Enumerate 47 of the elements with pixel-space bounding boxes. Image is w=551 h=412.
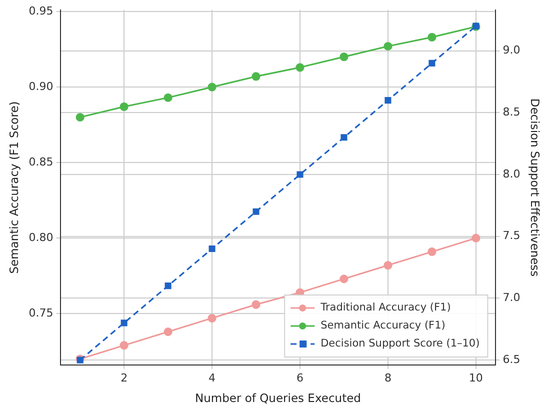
point bbox=[164, 282, 172, 290]
point bbox=[208, 82, 216, 92]
y-tick-label: 0.75 bbox=[28, 306, 54, 320]
y-tick-label: 0.95 bbox=[28, 4, 54, 18]
point bbox=[340, 52, 348, 62]
y2-axis-title: Decision Support Effectiveness bbox=[528, 98, 542, 277]
y2-tick-label: 8.0 bbox=[502, 167, 520, 180]
point bbox=[120, 341, 128, 350]
y-tick-label: 0.90 bbox=[28, 80, 54, 93]
point bbox=[252, 72, 260, 81]
point bbox=[252, 300, 260, 309]
y2-tick-label: 7.0 bbox=[502, 291, 520, 304]
x-tick-label: 2 bbox=[120, 371, 128, 384]
point bbox=[428, 247, 436, 256]
point bbox=[428, 32, 436, 42]
legend-label: Decision Support Score (1–10) bbox=[320, 338, 480, 350]
point bbox=[340, 274, 348, 284]
point bbox=[164, 327, 172, 336]
point bbox=[384, 97, 392, 104]
point bbox=[164, 93, 172, 102]
y-axis-title: Semantic Accuracy (F1 Score) bbox=[6, 101, 21, 274]
x-tick-label: 8 bbox=[384, 371, 392, 384]
x-axis-title: Number of Queries Executed bbox=[195, 391, 361, 406]
point bbox=[208, 314, 216, 322]
x-tick-label: 4 bbox=[208, 371, 216, 384]
y-tick-label: 0.80 bbox=[28, 230, 54, 244]
legend-label: Semantic Accuracy (F1) bbox=[320, 320, 446, 332]
x-tick-label: 6 bbox=[296, 371, 304, 384]
y2-tick-label: 9.0 bbox=[502, 44, 520, 57]
y-tick-label: 0.85 bbox=[28, 155, 54, 168]
point bbox=[296, 63, 304, 72]
point bbox=[252, 208, 260, 215]
legend-label: Traditional Accuracy (F1) bbox=[320, 302, 451, 314]
point bbox=[384, 42, 392, 51]
y2-tick-label: 6.5 bbox=[502, 352, 520, 366]
point bbox=[472, 234, 480, 242]
point bbox=[120, 102, 128, 111]
y2-tick-label: 8.5 bbox=[502, 106, 520, 119]
point bbox=[384, 261, 392, 270]
point bbox=[120, 320, 128, 326]
x-tick-label: 10 bbox=[468, 371, 483, 384]
point bbox=[340, 134, 348, 141]
point bbox=[208, 245, 216, 252]
point bbox=[428, 60, 436, 66]
point bbox=[76, 112, 84, 122]
point bbox=[296, 171, 304, 178]
y2-tick-label: 7.5 bbox=[502, 229, 520, 242]
